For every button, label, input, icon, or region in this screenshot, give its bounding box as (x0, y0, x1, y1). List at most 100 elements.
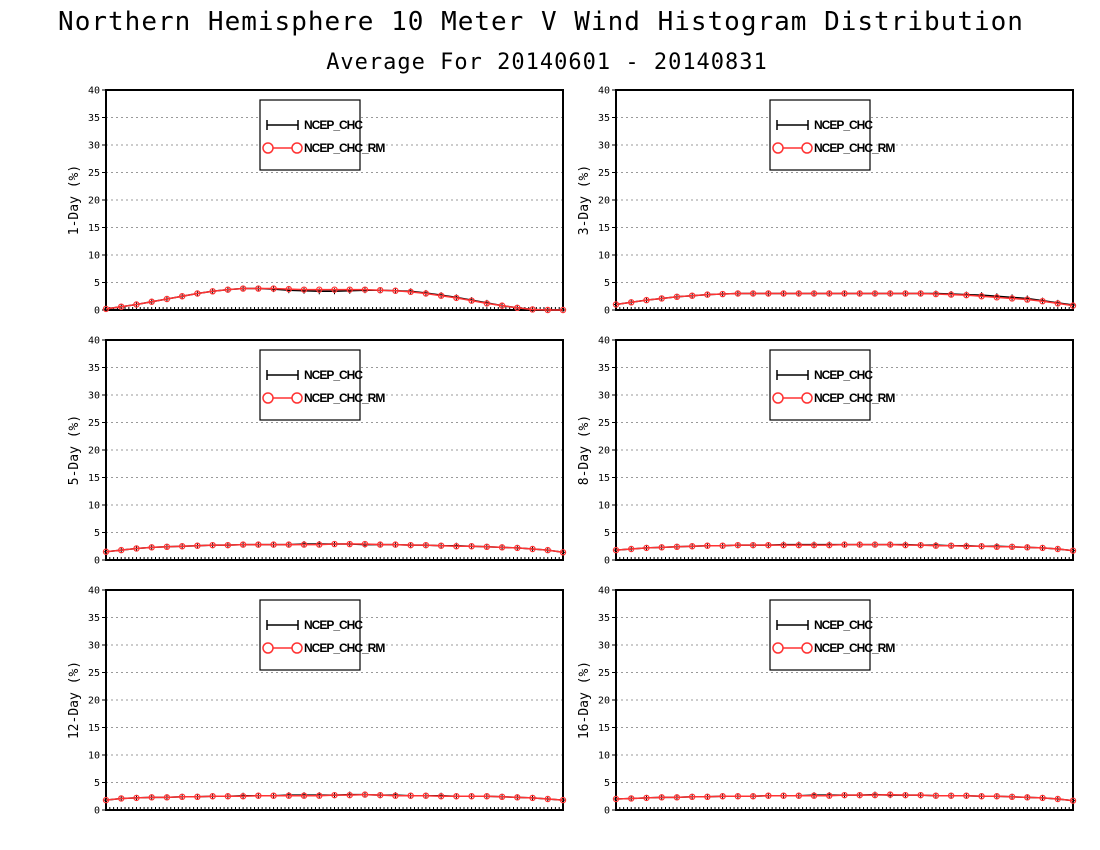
data-point-circle (300, 541, 308, 548)
legend-label: NCEP_CHC (814, 618, 873, 632)
y-tick-label: 10 (88, 251, 100, 262)
legend-marker-circle (262, 142, 274, 154)
data-point-circle (270, 285, 277, 292)
data-point-circle (765, 792, 772, 799)
legend: NCEP_CHC NCEP_CHC_RM (769, 99, 896, 171)
data-point-circle (178, 293, 186, 300)
legend-box (259, 599, 361, 671)
data-point-circle (795, 541, 803, 549)
data-point-circle (285, 285, 292, 293)
data-point-circle (178, 543, 186, 550)
data-point-circle (118, 795, 125, 802)
legend: NCEP_CHC NCEP_CHC_RM (259, 349, 386, 421)
data-point-circle (194, 290, 201, 297)
data-point-circle (453, 543, 460, 550)
data-point-circle (377, 287, 384, 294)
data-point-circle (544, 306, 551, 314)
y-tick-label: 0 (604, 306, 610, 317)
data-point-circle (810, 290, 818, 297)
y-tick-label: 25 (598, 418, 610, 429)
data-point-circle (285, 541, 292, 548)
data-point-circle (658, 794, 665, 801)
data-point-circle (688, 292, 696, 299)
data-point-circle (871, 791, 879, 799)
legend-box (769, 599, 871, 671)
legend-box (769, 99, 871, 171)
data-point-circle (377, 541, 384, 548)
legend-label: NCEP_CHC (304, 618, 363, 632)
data-point-circle (1069, 547, 1077, 554)
data-point-circle (529, 545, 536, 553)
data-point-circle (498, 544, 506, 551)
data-point-circle (422, 541, 430, 549)
y-tick-label: 35 (598, 613, 610, 624)
data-point-circle (612, 546, 620, 554)
y-tick-label: 0 (604, 556, 610, 567)
data-point-circle (1039, 544, 1046, 552)
data-point-circle (1069, 302, 1077, 309)
data-point-circle (514, 544, 521, 552)
data-point-circle (826, 541, 833, 549)
y-axis-label: 5-Day (%) (67, 415, 82, 485)
data-point-circle (871, 541, 879, 548)
series-line-2 (615, 543, 1074, 552)
data-point-circle (194, 793, 201, 801)
data-point-circle (255, 285, 262, 292)
legend-marker-circle (262, 642, 274, 654)
y-tick-label: 35 (598, 113, 610, 124)
legend-label: NCEP_CHC_RM (304, 141, 385, 155)
data-point-circle (422, 792, 430, 799)
data-point-circle (346, 540, 353, 548)
data-point-circle (498, 302, 506, 309)
data-point-circle (887, 541, 894, 548)
legend-marker-circle (801, 142, 813, 154)
legend-marker-circle (772, 142, 784, 154)
data-point-circle (224, 286, 232, 293)
data-point-circle (239, 541, 247, 548)
data-point-circle (780, 290, 787, 297)
data-point-circle (270, 792, 277, 799)
data-point-circle (544, 795, 551, 803)
data-point-circle (392, 287, 399, 294)
data-point-circle (856, 791, 863, 799)
data-point-circle (719, 793, 726, 800)
y-tick-label: 5 (94, 778, 100, 789)
data-point-circle (765, 541, 772, 549)
data-point-circle (559, 306, 567, 314)
data-point-circle (346, 791, 353, 799)
data-point-circle (422, 290, 430, 297)
data-point-circle (673, 543, 681, 551)
data-point-circle (993, 793, 1001, 800)
data-point-circle (544, 546, 551, 554)
data-point-circle (887, 791, 894, 798)
y-tick-label: 10 (598, 751, 610, 762)
data-point-circle (407, 541, 414, 549)
y-tick-label: 10 (598, 501, 610, 512)
data-point-circle (1008, 793, 1016, 801)
data-point-circle (392, 792, 399, 799)
y-tick-label: 15 (88, 223, 100, 234)
y-tick-label: 30 (598, 641, 610, 652)
y-tick-label: 20 (88, 196, 100, 207)
y-tick-label: 0 (94, 306, 100, 317)
y-axis-label: 1-Day (%) (67, 165, 82, 235)
legend: NCEP_CHC NCEP_CHC_RM (769, 349, 896, 421)
y-tick-label: 30 (88, 141, 100, 152)
legend-marker-circle (262, 392, 274, 404)
data-point-circle (688, 543, 696, 550)
data-point-circle (643, 544, 650, 552)
data-point-circle (285, 792, 292, 799)
figure-subtitle: Average For 20140601 - 20140831 (326, 50, 768, 75)
legend-label: NCEP_CHC_RM (814, 141, 895, 155)
data-point-circle (209, 793, 216, 800)
data-point-circle (917, 791, 924, 799)
legend-marker-circle (801, 642, 813, 654)
data-point-circle (316, 792, 323, 799)
data-point-circle (1054, 300, 1061, 307)
y-tick-label: 30 (88, 391, 100, 402)
data-point-circle (917, 541, 924, 549)
data-point-circle (1008, 543, 1016, 551)
